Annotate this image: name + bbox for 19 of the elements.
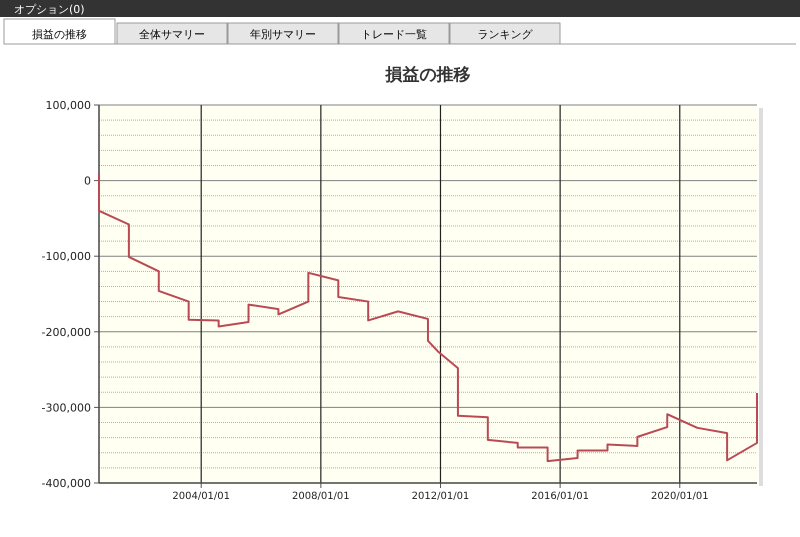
y-tick-label: -400,000 <box>42 477 91 490</box>
tab: 全体サマリー <box>116 22 228 44</box>
x-tick-label: 2012/01/01 <box>412 491 470 502</box>
y-tick-label: 0 <box>84 174 91 188</box>
y-tick-label: -300,000 <box>42 401 91 414</box>
y-tick-label: 100,000 <box>46 99 91 112</box>
line-series <box>98 172 758 462</box>
chart-title: 損益の推移 <box>384 65 470 85</box>
x-tick-label: 2020/01/01 <box>650 491 709 502</box>
tab: ランキング <box>450 22 560 44</box>
tab: 損益の推移 <box>4 18 116 44</box>
title-bar: オプション(0) <box>0 0 800 17</box>
tab: トレード一覧 <box>338 22 450 44</box>
y-tick-label: -100,000 <box>42 250 91 264</box>
y-tick-label: -200,000 <box>42 326 91 339</box>
x-tick-label: 2004/01/01 <box>172 491 230 502</box>
x-tick-label: 2008/01/01 <box>292 491 350 502</box>
x-tick-label: 2016/01/01 <box>531 491 589 502</box>
tab: 年別サマリー <box>228 22 338 44</box>
